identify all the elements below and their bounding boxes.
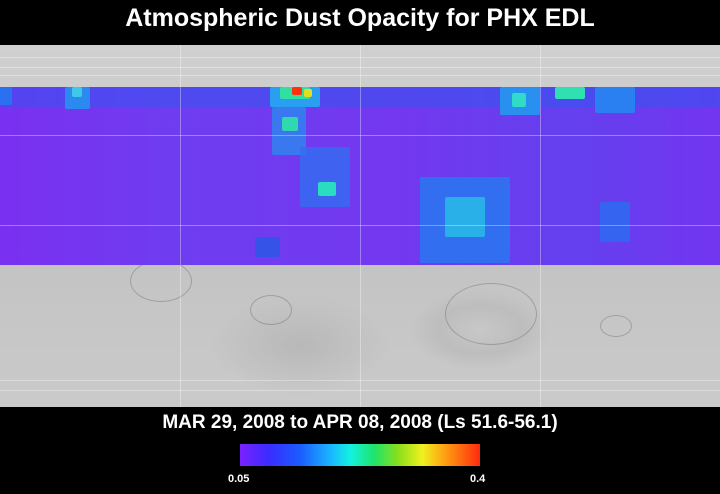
dust-opacity-band bbox=[0, 87, 720, 265]
opacity-cell bbox=[304, 89, 312, 97]
crater bbox=[600, 315, 632, 337]
opacity-cell bbox=[255, 237, 280, 257]
opacity-cell bbox=[512, 93, 526, 107]
opacity-cell bbox=[445, 197, 485, 237]
colorbar-max-label: 0.4 bbox=[470, 473, 486, 485]
mars-dust-map bbox=[0, 45, 720, 407]
opacity-peak bbox=[292, 87, 302, 95]
opacity-cell bbox=[65, 87, 90, 109]
date-range: MAR 29, 2008 to APR 08, 2008 (Ls 51.6-56… bbox=[162, 412, 558, 433]
crater bbox=[250, 295, 292, 325]
opacity-cell bbox=[318, 182, 336, 196]
crater bbox=[130, 260, 192, 302]
opacity-cell bbox=[300, 147, 350, 207]
opacity-cell bbox=[595, 87, 635, 113]
opacity-cell bbox=[282, 117, 298, 131]
opacity-cell bbox=[72, 87, 82, 97]
opacity-cell bbox=[0, 87, 720, 107]
map-title: Atmospheric Dust Opacity for PHX EDL bbox=[125, 4, 595, 32]
colorbar-min-label: 0.05 bbox=[228, 473, 250, 485]
opacity-cell bbox=[555, 87, 585, 99]
opacity-cell bbox=[0, 87, 12, 105]
colorbar bbox=[240, 444, 480, 466]
opacity-cell bbox=[600, 202, 630, 242]
crater bbox=[445, 283, 537, 345]
